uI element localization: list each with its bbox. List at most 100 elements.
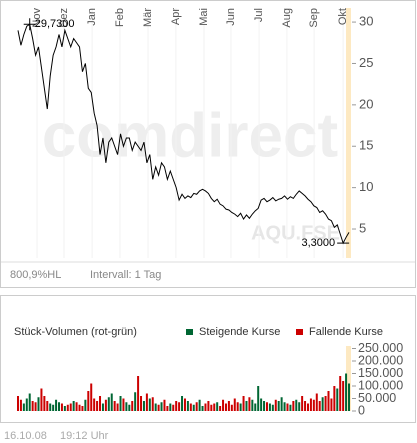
volume-bar xyxy=(81,406,84,411)
volume-bar xyxy=(28,393,31,411)
volume-bar xyxy=(58,402,61,411)
max-label: 29,7300 xyxy=(35,18,75,30)
volume-bar xyxy=(312,399,315,411)
legend-entry: Steigende Kurse xyxy=(199,326,280,338)
volume-bar xyxy=(274,399,277,411)
volume-bar xyxy=(163,399,166,411)
volume-bar xyxy=(131,401,134,411)
volume-bar xyxy=(327,391,330,411)
volume-bar xyxy=(309,398,312,411)
volume-bar xyxy=(52,404,55,411)
x-tick-label: Okt xyxy=(337,8,349,25)
volume-bar xyxy=(277,401,280,411)
volume-bar xyxy=(157,404,160,411)
volume-bar xyxy=(116,403,119,411)
x-tick-label: Jun xyxy=(225,8,237,26)
volume-bar xyxy=(201,406,204,411)
volume-bar xyxy=(304,401,307,411)
y-tick-label: 200.000 xyxy=(358,353,403,367)
y-tick-label: 15 xyxy=(359,138,373,153)
volume-bar xyxy=(210,404,213,411)
volume-bar xyxy=(75,402,78,411)
volume-bar xyxy=(251,399,254,411)
volume-bar xyxy=(204,403,207,411)
x-tick-label: Sep xyxy=(308,8,320,28)
volume-bar xyxy=(315,393,318,411)
symbol-watermark: AQU.FSE xyxy=(251,222,340,244)
volume-bar xyxy=(110,393,113,411)
volume-bar xyxy=(268,403,271,411)
volume-bar xyxy=(192,404,195,411)
volume-bar xyxy=(345,373,348,411)
interval: Intervall: 1 Tag xyxy=(90,269,161,281)
volume-bar xyxy=(222,399,225,411)
x-tick-label: Nov xyxy=(31,8,43,28)
volume-bar xyxy=(140,396,143,411)
volume-bar xyxy=(151,397,154,411)
volume-bar xyxy=(19,399,22,411)
volume-bar xyxy=(172,404,175,411)
x-tick-label: Mär xyxy=(142,8,154,27)
volume-bar xyxy=(137,376,140,411)
volume-bar xyxy=(46,401,49,411)
volume-bar xyxy=(154,403,157,411)
volume-title: Stück-Volumen (rot-grün) xyxy=(14,326,137,338)
volume-bar xyxy=(37,397,40,411)
watermark: comdirect xyxy=(42,101,338,170)
volume-bar xyxy=(339,376,342,411)
volume-bar xyxy=(219,406,222,411)
volume-bar xyxy=(324,396,327,411)
y-tick-label: 150.000 xyxy=(358,366,403,380)
legend-swatch xyxy=(296,329,303,335)
volume-bar xyxy=(60,403,63,411)
volume-bar xyxy=(169,403,172,411)
volume-bar xyxy=(224,403,227,411)
volume-bar xyxy=(216,402,219,411)
volume-bar xyxy=(72,401,75,411)
volume-bar xyxy=(104,399,107,411)
volume-bar xyxy=(99,396,102,411)
volume-bar xyxy=(181,396,184,411)
volume-bar xyxy=(195,402,198,411)
y-tick-label: 100.000 xyxy=(358,378,403,392)
today-band xyxy=(346,8,351,258)
volume-bar xyxy=(96,401,99,411)
volume-bar xyxy=(189,403,192,411)
volume-bar xyxy=(254,403,257,411)
volume-bar xyxy=(66,404,69,411)
volume-bar xyxy=(227,401,230,411)
min-label: 3,3000 xyxy=(301,237,335,249)
volume-bar xyxy=(49,403,52,411)
volume-bar xyxy=(342,381,345,411)
time: 19:12 Uhr xyxy=(60,430,109,442)
volume-bar xyxy=(119,396,122,411)
volume-bar xyxy=(318,401,321,411)
volume-bar xyxy=(348,383,350,411)
volume-bar xyxy=(263,401,266,411)
volume-bar xyxy=(25,398,28,411)
x-tick-label: Jul xyxy=(253,8,265,22)
legend-entry: Fallende Kurse xyxy=(309,326,383,338)
volume-bar xyxy=(69,403,72,411)
volume-bar xyxy=(289,404,292,411)
volume-bar xyxy=(248,397,251,411)
volume-bar xyxy=(336,388,339,411)
volume-bar xyxy=(198,399,201,411)
volume-bar xyxy=(122,398,125,411)
volume-bar xyxy=(178,402,181,411)
volume-bar xyxy=(298,402,301,411)
x-tick-label: Apr xyxy=(170,8,182,25)
volume-bar xyxy=(55,399,58,411)
volume-bar xyxy=(239,403,242,411)
volume-bar xyxy=(245,401,248,411)
x-tick-label: Feb xyxy=(114,8,126,27)
volume-bar xyxy=(233,398,236,411)
y-tick-label: 30 xyxy=(359,14,373,29)
volume-bar xyxy=(207,401,210,411)
volume-bar xyxy=(306,403,309,411)
volume-bar xyxy=(265,402,268,411)
today-band xyxy=(346,346,351,411)
volume-bar xyxy=(175,401,178,411)
y-tick-label: 50.000 xyxy=(358,391,396,405)
